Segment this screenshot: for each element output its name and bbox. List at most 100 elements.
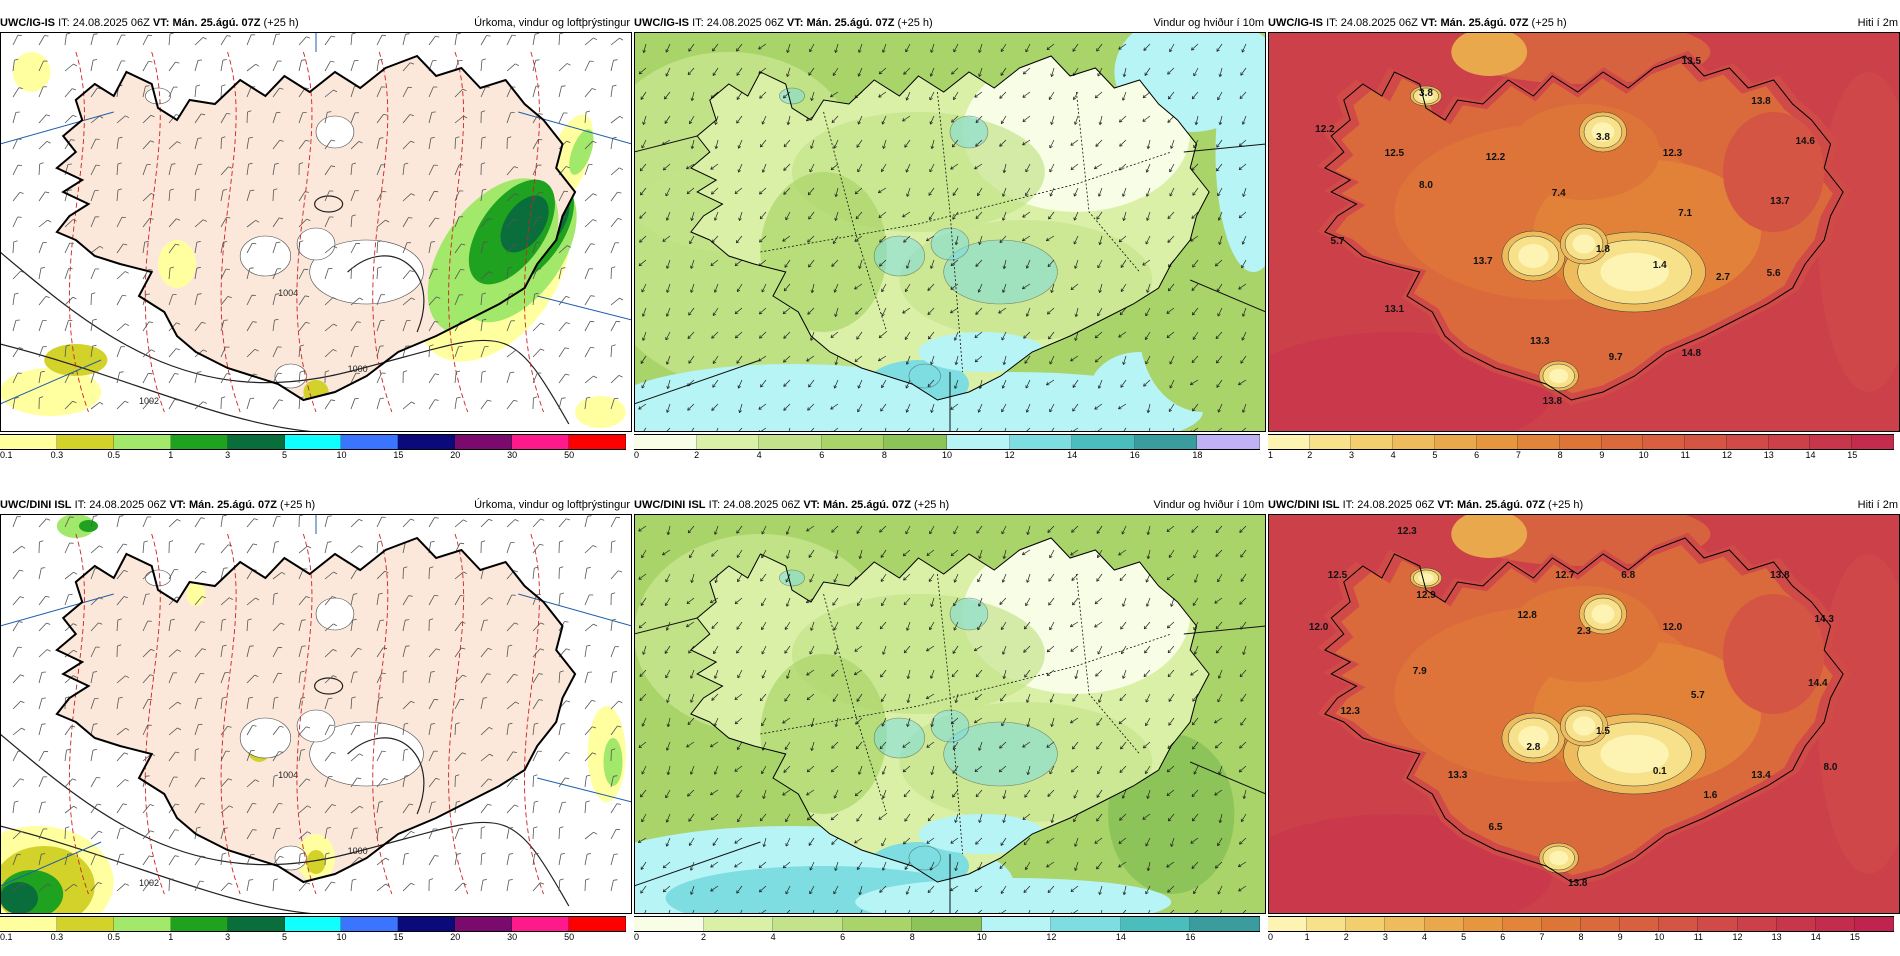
- colorbar-swatch: [1268, 917, 1307, 931]
- colorbar-tick-label: 4: [757, 450, 762, 460]
- model-name: UWC/IG-IS: [1268, 17, 1323, 29]
- valid-time: Mán. 25.ágú. 07Z: [1457, 499, 1545, 511]
- colorbar-tick-label: 1: [1305, 932, 1310, 942]
- temperature-label: 8.0: [1419, 180, 1433, 191]
- colorbar-swatch: [1190, 917, 1260, 931]
- colorbar-swatch: [1620, 917, 1659, 931]
- lead-time: (+25 h): [280, 499, 315, 511]
- lead-time: (+25 h): [264, 17, 299, 29]
- colorbar-swatch: [1685, 435, 1727, 449]
- colorbar-swatch: [114, 917, 171, 931]
- colorbar-tick-label: 18: [1192, 450, 1202, 460]
- colorbar-swatch: [1816, 917, 1855, 931]
- colorbar-swatch: [697, 435, 760, 449]
- valid-time-label: VT:: [169, 499, 186, 511]
- temperature-label: 1.5: [1596, 726, 1610, 737]
- map-wind[interactable]: [634, 32, 1266, 432]
- temperature-label: 12.2: [1486, 152, 1506, 163]
- colorbar-tick-label: 4: [771, 932, 776, 942]
- parameter-name: Hiti í 2m: [1858, 496, 1898, 514]
- colorbar-tick-label: 6: [1474, 450, 1479, 460]
- temperature-label: 5.6: [1767, 268, 1781, 279]
- colorbar-swatch: [1010, 435, 1073, 449]
- colorbar-tick-label: 50: [564, 932, 574, 942]
- colorbar-swatch: [569, 435, 626, 449]
- colorbar: [634, 434, 1260, 450]
- init-time: 24.08.2025 06Z: [1357, 499, 1434, 511]
- model-name: UWC/DINI ISL: [634, 499, 706, 511]
- temperature-label: 8.0: [1824, 762, 1838, 773]
- temperature-label: 13.5: [1682, 56, 1702, 67]
- colorbar-tick-label: 15: [393, 450, 403, 460]
- temperature-label: 12.0: [1663, 622, 1683, 633]
- colorbar-swatch: [822, 435, 885, 449]
- colorbar-tick-label: 8: [1558, 450, 1563, 460]
- colorbar-tick-label: 11: [1694, 932, 1703, 942]
- temperature-label: 2.7: [1716, 272, 1730, 283]
- valid-time: Mán. 25.ágú. 07Z: [172, 17, 260, 29]
- colorbar-tick-label: 3: [225, 450, 230, 460]
- map-wind[interactable]: [634, 514, 1266, 914]
- colorbar-swatch: [1503, 917, 1542, 931]
- temperature-label: 12.3: [1663, 148, 1683, 159]
- colorbar-tick-label: 16: [1130, 450, 1140, 460]
- colorbar-swatch: [773, 917, 843, 931]
- colorbar-tick-label: 0.5: [108, 932, 121, 942]
- colorbar-tick-label: 3: [225, 932, 230, 942]
- temperature-label: 14.4: [1808, 678, 1828, 689]
- temperature-label: 1.4: [1653, 260, 1667, 271]
- temperature-label: 12.3: [1340, 706, 1360, 717]
- init-time: 24.08.2025 06Z: [73, 17, 150, 29]
- colorbar-swatch: [1310, 435, 1352, 449]
- colorbar-swatch: [1051, 917, 1121, 931]
- colorbar-swatch: [1072, 435, 1135, 449]
- colorbar-swatch: [0, 917, 57, 931]
- valid-time: Mán. 25.ágú. 07Z: [189, 499, 277, 511]
- temperature-label: 5.7: [1691, 690, 1705, 701]
- colorbar-swatch: [455, 435, 512, 449]
- colorbar-tick-label: 1: [168, 932, 173, 942]
- temperature-label: 1.8: [1596, 244, 1610, 255]
- init-time: 24.08.2025 06Z: [1341, 17, 1418, 29]
- colorbar-tick-label: 15: [1850, 932, 1860, 942]
- colorbar-tick-label: 50: [564, 450, 574, 460]
- colorbar: [1268, 916, 1894, 932]
- temperature-label: 12.3: [1397, 526, 1417, 537]
- isobar-label: 1002: [139, 396, 159, 406]
- colorbar-swatch: [1351, 435, 1393, 449]
- colorbar-swatch: [1738, 917, 1777, 931]
- temperature-label: 12.5: [1385, 148, 1405, 159]
- colorbar-tick-label: 14: [1811, 932, 1821, 942]
- colorbar-swatch: [1852, 435, 1894, 449]
- parameter-name: Úrkoma, vindur og loftþrýstingur: [474, 14, 630, 32]
- panel-header: UWC/DINI ISL IT: 24.08.2025 06Z VT: Mán.…: [0, 496, 632, 514]
- colorbar-swatch: [341, 917, 398, 931]
- valid-time: Mán. 25.ágú. 07Z: [1440, 17, 1528, 29]
- colorbar: [0, 916, 626, 932]
- temperature-label: 12.2: [1315, 124, 1335, 135]
- colorbar-swatch: [0, 435, 57, 449]
- colorbar-swatch: [171, 435, 228, 449]
- colorbar-swatch: [759, 435, 822, 449]
- init-time-label: IT:: [1326, 17, 1338, 29]
- colorbar-tick-label: 16: [1185, 932, 1195, 942]
- colorbar-tick-label: 0.1: [0, 932, 13, 942]
- isobar-label: 1000: [348, 846, 368, 856]
- colorbar-tick-label: 6: [840, 932, 845, 942]
- temperature-label: 14.8: [1682, 348, 1702, 359]
- colorbar-tick-label: 2: [1344, 932, 1349, 942]
- parameter-name: Hiti í 2m: [1858, 14, 1898, 32]
- init-time-label: IT:: [692, 17, 704, 29]
- colorbar-tick-label: 30: [507, 932, 517, 942]
- colorbar-tick-label: 12: [1005, 450, 1015, 460]
- map-panel-temp: UWC/DINI ISL IT: 24.08.2025 06Z VT: Mán.…: [1268, 496, 1900, 956]
- lead-time: (+25 h): [914, 499, 949, 511]
